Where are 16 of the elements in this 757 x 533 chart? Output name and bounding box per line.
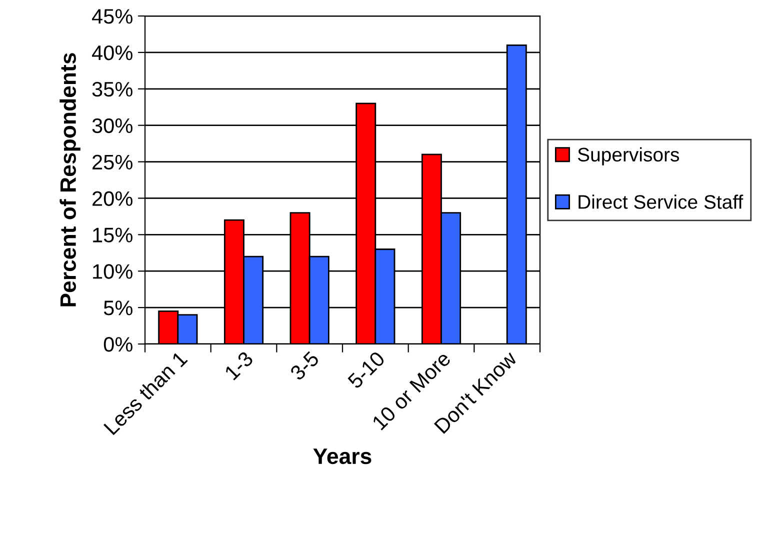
legend-label: Direct Service Staff bbox=[578, 194, 744, 209]
y-tick-label: 15% bbox=[93, 228, 132, 242]
x-tick-label: 1-3 bbox=[224, 350, 254, 381]
y-tick-label: 40% bbox=[92, 45, 132, 60]
y-tick-label: 45% bbox=[92, 9, 132, 24]
x-tick-label: 3-5 bbox=[289, 350, 320, 382]
y-axis-title: Percent of Respondents bbox=[60, 53, 80, 306]
y-tick-label: 30% bbox=[92, 118, 132, 134]
y-tick-label: 20% bbox=[92, 191, 132, 206]
y-tick-label: 10% bbox=[93, 264, 132, 279]
y-tick-label: 5% bbox=[104, 300, 132, 316]
y-tick-label: 0% bbox=[104, 337, 132, 352]
x-axis-title: Years bbox=[313, 448, 372, 464]
y-tick-label: 35% bbox=[92, 82, 132, 97]
legend-label: Supervisors bbox=[578, 147, 680, 166]
y-tick-label: 25% bbox=[92, 154, 132, 170]
